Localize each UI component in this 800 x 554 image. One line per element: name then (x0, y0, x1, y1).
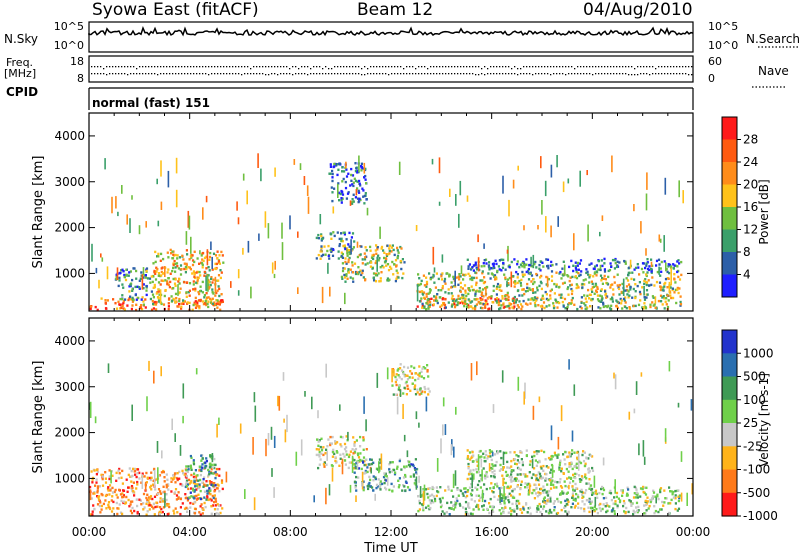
power-colorbar-tick: 8 (743, 245, 751, 259)
x-tick-label: 16:00 (474, 525, 509, 539)
velocity-colorbar-segment (722, 330, 737, 354)
nsky-label: N.Sky (4, 32, 39, 46)
x-tick-label: 04:00 (172, 525, 207, 539)
velocity-colorbar-label: Velocity [m s-1] (757, 373, 771, 467)
cpid-strip (88, 87, 694, 110)
velocity-ytick-label: 2000 (54, 426, 85, 440)
nave-tick-bottom: 0 (708, 72, 715, 85)
x-tick-label: 00:00 (676, 525, 711, 539)
station-title: Syowa East (fitACF) (92, 0, 259, 20)
nsky-tick-left-bottom: 10^0 (54, 39, 84, 52)
power-ytick-label: 3000 (54, 175, 85, 189)
x-axis-label: Time UT (363, 541, 417, 554)
power-ytick-label: 4000 (54, 129, 85, 143)
power-colorbar-tick: 28 (743, 133, 758, 147)
power-colorbar-segment (722, 117, 737, 140)
freq-tick-top: 18 (70, 55, 84, 68)
cpid-label: CPID (6, 85, 39, 99)
velocity-colorbar-segment (722, 469, 737, 494)
velocity-colorbar-tick: -100 (743, 463, 770, 477)
power-ytick-label: 2000 (54, 221, 85, 235)
nsearch-label: N.Search (746, 32, 800, 46)
power-colorbar-segment (722, 274, 737, 298)
velocity-ytick-label: 3000 (54, 380, 85, 394)
power-colorbar-tick: 12 (743, 223, 758, 237)
velocity-colorbar-segment (722, 492, 737, 517)
power-colorbar-label: Power [dB] (757, 179, 771, 244)
power-ytick-label: 1000 (54, 266, 85, 280)
velocity-colorbar-segment (722, 399, 737, 424)
power-colorbar-tick: 16 (743, 200, 758, 214)
velocity-colorbar-tick: -500 (743, 486, 770, 500)
power-colorbar-segment (722, 229, 737, 253)
power-colorbar-segment (722, 252, 737, 275)
power-ylabel: Slant Range [km] (31, 156, 46, 269)
velocity-ytick-label: 1000 (54, 471, 85, 485)
freq-trace (91, 66, 693, 76)
nsky-trace (88, 25, 694, 37)
velocity-data (89, 359, 693, 517)
velocity-colorbar-segment (722, 423, 737, 447)
velocity-colorbar-tick: -1000 (743, 509, 778, 523)
velocity-colorbar: 1000 500 100 25 -25 -100 -500 -1000 (721, 329, 778, 523)
nsky-tick-left-top: 10^5 (54, 20, 84, 33)
nave-tick-top: 60 (708, 55, 722, 68)
velocity-colorbar-segment (722, 353, 737, 378)
velocity-colorbar-tick: 25 (743, 416, 758, 430)
nsky-tick-right-bottom: 10^0 (708, 39, 738, 52)
velocity-colorbar-tick: -25 (743, 439, 763, 453)
velocity-colorbar-tick: 1000 (743, 346, 774, 360)
freq-strip: 18 8 60 0 (70, 55, 786, 88)
velocity-colorbar-segment (722, 446, 737, 471)
nave-label: Nave (758, 64, 789, 78)
velocity-colorbar-segment (722, 376, 737, 401)
freq-unit: [MHz] (4, 67, 37, 80)
power-colorbar-tick: 20 (743, 178, 758, 192)
power-colorbar-tick: 24 (743, 155, 758, 169)
velocity-colorbar-tick: 100 (743, 393, 766, 407)
power-colorbar-tick: 4 (743, 268, 751, 282)
velocity-colorbar-tick: 500 (743, 370, 766, 384)
power-colorbar-segment (722, 139, 737, 163)
x-tick-label: 00:00 (72, 525, 107, 539)
beam-title: Beam 12 (357, 0, 434, 20)
x-tick-label: 20:00 (575, 525, 610, 539)
date-title: 04/Aug/2010 (583, 0, 693, 20)
velocity-ytick-label: 4000 (54, 334, 85, 348)
x-tick-label: 12:00 (374, 525, 409, 539)
freq-tick-bottom: 8 (77, 72, 84, 85)
power-colorbar-segment (722, 207, 737, 230)
power-panel: 4000 3000 2000 1000 (54, 112, 694, 312)
velocity-panel: 4000 3000 2000 1000 (54, 317, 694, 517)
power-colorbar-segment (722, 162, 737, 185)
power-data (89, 153, 684, 312)
x-tick-label: 08:00 (273, 525, 308, 539)
power-colorbar-segment (722, 184, 737, 208)
power-colorbar: 28 24 20 16 12 8 4 (721, 116, 758, 298)
freq-label: Freq. (6, 56, 34, 69)
velocity-ylabel: Slant Range [km] (31, 361, 46, 474)
nsky-strip: 10^5 10^0 10^5 10^0 (54, 20, 798, 53)
nsky-tick-right-top: 10^5 (708, 20, 738, 33)
x-tick-labels: 00:00 04:00 08:00 12:00 16:00 20:00 00:00 (72, 525, 711, 539)
cpid-value: normal (fast) 151 (92, 96, 210, 110)
